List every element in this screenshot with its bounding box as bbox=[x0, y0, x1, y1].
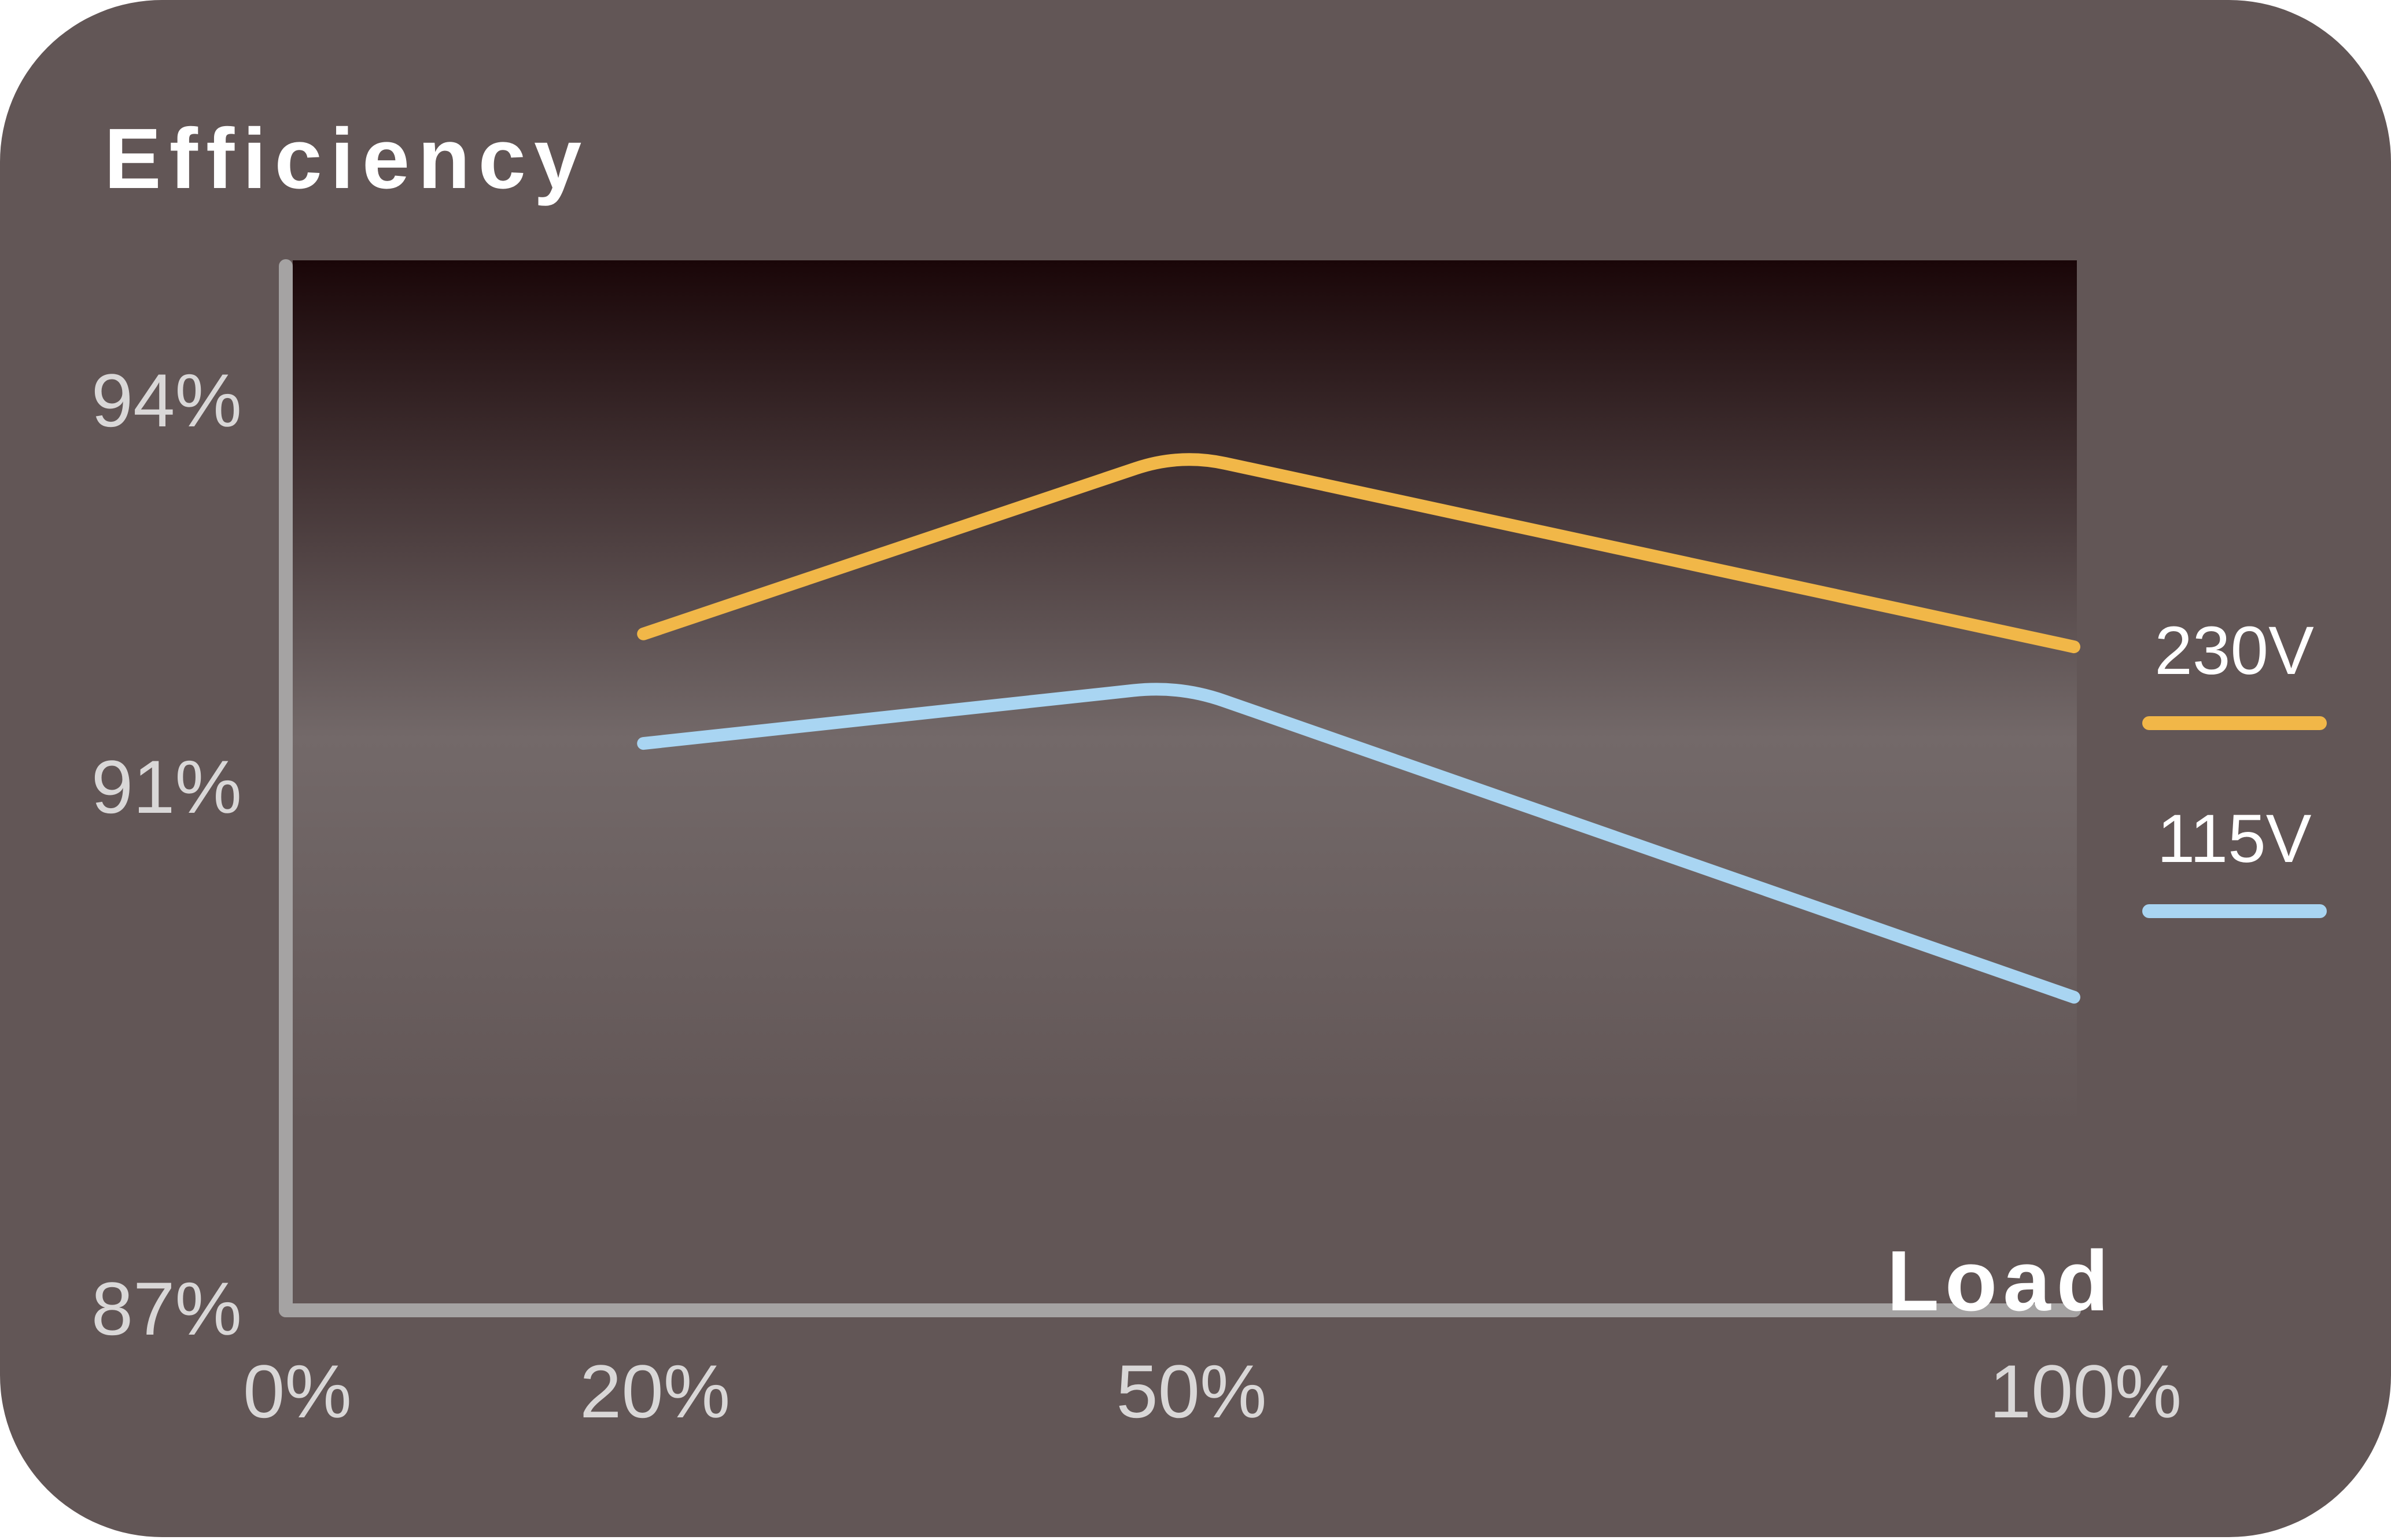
series-lines bbox=[637, 453, 2080, 1004]
x-axis-title: Load bbox=[1887, 1233, 2114, 1329]
x-tick-label: 100% bbox=[1990, 1349, 2182, 1434]
axes bbox=[279, 259, 2081, 1317]
y-tick-label: 91% bbox=[91, 745, 242, 829]
x-tick-labels: 0% 20% 50% 100% bbox=[243, 1349, 2182, 1434]
x-tick-label: 50% bbox=[1116, 1349, 1266, 1434]
y-axis-title: Efficiency bbox=[104, 111, 590, 207]
x-tick-label: 0% bbox=[243, 1349, 352, 1434]
y-tick-labels: 87% 91% 94% bbox=[91, 358, 242, 1351]
legend-label-230v: 230V bbox=[2154, 613, 2314, 689]
y-tick-label: 94% bbox=[91, 358, 242, 443]
legend: 230V 115V bbox=[2142, 613, 2327, 918]
y-tick-label: 87% bbox=[91, 1266, 242, 1351]
series-line-230v bbox=[637, 453, 2080, 654]
series-line-115v bbox=[637, 683, 2080, 1004]
x-tick-label: 20% bbox=[580, 1349, 730, 1434]
legend-label-115v: 115V bbox=[2157, 801, 2312, 877]
